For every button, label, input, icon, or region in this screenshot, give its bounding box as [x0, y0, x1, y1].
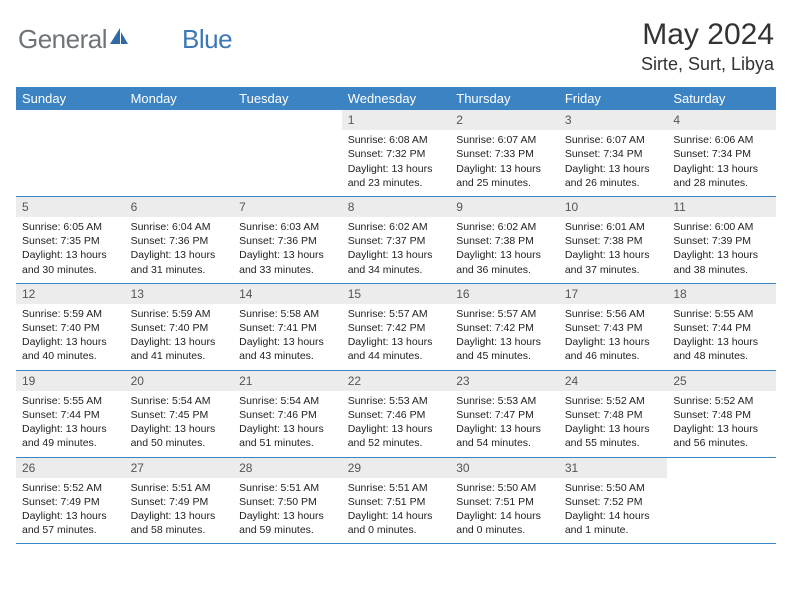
day-cell: Sunrise: 5:56 AMSunset: 7:43 PMDaylight:… [559, 304, 668, 370]
day-cell [667, 478, 776, 544]
sail-icon [108, 26, 130, 53]
day-cell: Sunrise: 5:57 AMSunset: 7:42 PMDaylight:… [342, 304, 451, 370]
day-number-row: 1234 [16, 110, 776, 130]
day-number: 4 [667, 110, 776, 130]
day-number: 19 [16, 370, 125, 391]
day-number [125, 110, 234, 130]
day-number [667, 457, 776, 478]
weekday-header: Sunday [16, 87, 125, 110]
day-number-row: 12131415161718 [16, 283, 776, 304]
day-number: 20 [125, 370, 234, 391]
day-cell: Sunrise: 5:52 AMSunset: 7:48 PMDaylight:… [559, 391, 668, 457]
brand-part1: General [18, 24, 107, 55]
day-number: 15 [342, 283, 451, 304]
day-cell: Sunrise: 5:59 AMSunset: 7:40 PMDaylight:… [125, 304, 234, 370]
day-cell: Sunrise: 6:02 AMSunset: 7:37 PMDaylight:… [342, 217, 451, 283]
day-cell: Sunrise: 5:51 AMSunset: 7:49 PMDaylight:… [125, 478, 234, 544]
day-cell [125, 130, 234, 196]
day-cell: Sunrise: 5:55 AMSunset: 7:44 PMDaylight:… [667, 304, 776, 370]
day-cell: Sunrise: 5:52 AMSunset: 7:49 PMDaylight:… [16, 478, 125, 544]
day-cell: Sunrise: 5:52 AMSunset: 7:48 PMDaylight:… [667, 391, 776, 457]
day-number: 10 [559, 196, 668, 217]
day-cell: Sunrise: 5:58 AMSunset: 7:41 PMDaylight:… [233, 304, 342, 370]
day-cell: Sunrise: 6:03 AMSunset: 7:36 PMDaylight:… [233, 217, 342, 283]
day-cell: Sunrise: 6:01 AMSunset: 7:38 PMDaylight:… [559, 217, 668, 283]
day-number: 21 [233, 370, 342, 391]
day-number-row: 567891011 [16, 196, 776, 217]
day-cell: Sunrise: 5:54 AMSunset: 7:45 PMDaylight:… [125, 391, 234, 457]
day-cell: Sunrise: 6:08 AMSunset: 7:32 PMDaylight:… [342, 130, 451, 196]
day-cell: Sunrise: 5:51 AMSunset: 7:50 PMDaylight:… [233, 478, 342, 544]
day-number: 23 [450, 370, 559, 391]
day-cell [233, 130, 342, 196]
weekday-header: Friday [559, 87, 668, 110]
calendar-table: SundayMondayTuesdayWednesdayThursdayFrid… [16, 87, 776, 544]
day-cell: Sunrise: 5:59 AMSunset: 7:40 PMDaylight:… [16, 304, 125, 370]
day-content-row: Sunrise: 6:08 AMSunset: 7:32 PMDaylight:… [16, 130, 776, 196]
day-number: 12 [16, 283, 125, 304]
day-number: 1 [342, 110, 451, 130]
day-number: 31 [559, 457, 668, 478]
day-cell: Sunrise: 6:05 AMSunset: 7:35 PMDaylight:… [16, 217, 125, 283]
day-content-row: Sunrise: 5:59 AMSunset: 7:40 PMDaylight:… [16, 304, 776, 370]
day-number: 6 [125, 196, 234, 217]
day-cell [16, 130, 125, 196]
day-number: 2 [450, 110, 559, 130]
day-cell: Sunrise: 5:50 AMSunset: 7:51 PMDaylight:… [450, 478, 559, 544]
day-number [16, 110, 125, 130]
day-number: 25 [667, 370, 776, 391]
day-number-row: 19202122232425 [16, 370, 776, 391]
day-number: 14 [233, 283, 342, 304]
day-number: 9 [450, 196, 559, 217]
day-number: 29 [342, 457, 451, 478]
day-number: 7 [233, 196, 342, 217]
day-number: 24 [559, 370, 668, 391]
day-cell: Sunrise: 5:57 AMSunset: 7:42 PMDaylight:… [450, 304, 559, 370]
day-cell: Sunrise: 5:55 AMSunset: 7:44 PMDaylight:… [16, 391, 125, 457]
day-number: 18 [667, 283, 776, 304]
day-number: 5 [16, 196, 125, 217]
day-number: 11 [667, 196, 776, 217]
weekday-header: Tuesday [233, 87, 342, 110]
day-cell: Sunrise: 6:04 AMSunset: 7:36 PMDaylight:… [125, 217, 234, 283]
month-title: May 2024 [641, 18, 774, 52]
day-cell: Sunrise: 6:00 AMSunset: 7:39 PMDaylight:… [667, 217, 776, 283]
location-subtitle: Sirte, Surt, Libya [641, 54, 774, 75]
weekday-header: Monday [125, 87, 234, 110]
calendar-body: 1234 Sunrise: 6:08 AMSunset: 7:32 PMDayl… [16, 110, 776, 544]
day-number: 26 [16, 457, 125, 478]
day-number [233, 110, 342, 130]
day-cell: Sunrise: 6:07 AMSunset: 7:34 PMDaylight:… [559, 130, 668, 196]
day-cell: Sunrise: 5:53 AMSunset: 7:47 PMDaylight:… [450, 391, 559, 457]
day-number: 22 [342, 370, 451, 391]
day-number: 28 [233, 457, 342, 478]
page-header: General Blue May 2024 Sirte, Surt, Libya [0, 0, 792, 83]
day-cell: Sunrise: 5:51 AMSunset: 7:51 PMDaylight:… [342, 478, 451, 544]
day-cell: Sunrise: 6:06 AMSunset: 7:34 PMDaylight:… [667, 130, 776, 196]
brand-logo: General Blue [18, 24, 232, 55]
day-cell: Sunrise: 6:07 AMSunset: 7:33 PMDaylight:… [450, 130, 559, 196]
calendar-head: SundayMondayTuesdayWednesdayThursdayFrid… [16, 87, 776, 110]
weekday-header: Thursday [450, 87, 559, 110]
title-block: May 2024 Sirte, Surt, Libya [641, 18, 774, 75]
day-number-row: 262728293031 [16, 457, 776, 478]
day-content-row: Sunrise: 6:05 AMSunset: 7:35 PMDaylight:… [16, 217, 776, 283]
weekday-header: Wednesday [342, 87, 451, 110]
day-number: 3 [559, 110, 668, 130]
day-cell: Sunrise: 5:54 AMSunset: 7:46 PMDaylight:… [233, 391, 342, 457]
day-content-row: Sunrise: 5:55 AMSunset: 7:44 PMDaylight:… [16, 391, 776, 457]
brand-part2: Blue [182, 24, 232, 55]
day-number: 27 [125, 457, 234, 478]
weekday-header: Saturday [667, 87, 776, 110]
day-content-row: Sunrise: 5:52 AMSunset: 7:49 PMDaylight:… [16, 478, 776, 544]
day-cell: Sunrise: 6:02 AMSunset: 7:38 PMDaylight:… [450, 217, 559, 283]
day-cell: Sunrise: 5:50 AMSunset: 7:52 PMDaylight:… [559, 478, 668, 544]
day-number: 16 [450, 283, 559, 304]
day-cell: Sunrise: 5:53 AMSunset: 7:46 PMDaylight:… [342, 391, 451, 457]
day-number: 30 [450, 457, 559, 478]
day-number: 17 [559, 283, 668, 304]
day-number: 13 [125, 283, 234, 304]
day-number: 8 [342, 196, 451, 217]
